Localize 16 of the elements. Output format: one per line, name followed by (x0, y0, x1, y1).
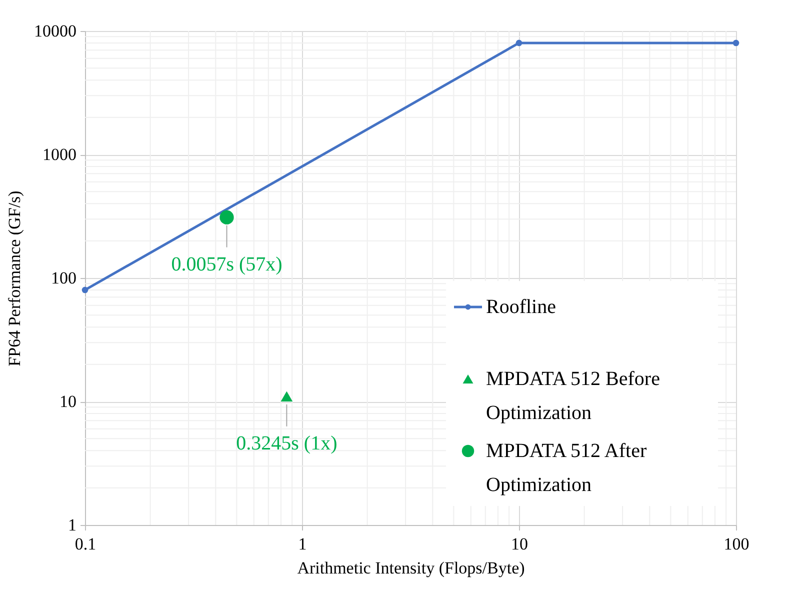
y-tick-label: 1 (68, 516, 76, 534)
y-tick-label: 100 (51, 268, 76, 288)
annotation: 0.3245s (1x) (236, 432, 338, 454)
x-axis-title: Arithmetic Intensity (Flops/Byte) (297, 558, 525, 578)
annotation: 0.0057s (57x) (171, 253, 282, 276)
legend-label: Roofline (486, 296, 556, 318)
y-tick-label: 1000 (42, 145, 76, 164)
legend-label: MPDATA 512 After Optimization (486, 440, 647, 496)
legend-label: MPDATA 512 Before Optimization (486, 368, 660, 424)
x-tick-label: 0.1 (74, 534, 96, 554)
x-tick-label: 100 (724, 534, 750, 554)
y-tick-label: 10000 (34, 22, 76, 40)
x-tick-label: 10 (511, 534, 528, 554)
y-axis-title: FP64 Performance (GF/s) (5, 190, 24, 366)
x-tick-label: 1 (298, 534, 307, 554)
y-tick-label: 10 (60, 392, 76, 411)
